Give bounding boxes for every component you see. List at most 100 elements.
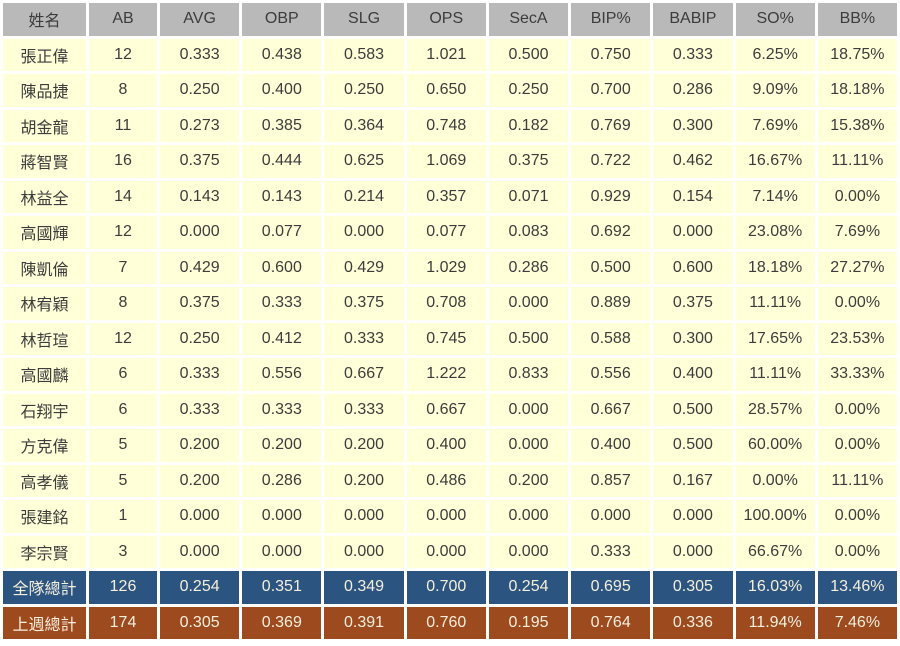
stat-cell: 0.000	[571, 500, 651, 533]
stat-cell: 8	[89, 74, 157, 107]
stat-cell: 28.57%	[735, 393, 815, 426]
row-label: 張正偉	[3, 38, 86, 71]
stat-cell: 1.222	[406, 358, 486, 391]
stat-cell: 0.351	[242, 571, 322, 604]
stat-cell: 0.760	[406, 606, 486, 639]
stat-cell: 0.182	[488, 109, 569, 142]
stat-cell: 0.083	[488, 216, 569, 249]
column-header-bip: BIP%	[571, 3, 651, 36]
stat-cell: 0.000	[488, 287, 569, 320]
stat-cell: 7.69%	[817, 216, 897, 249]
stat-cell: 0.412	[242, 322, 322, 355]
stat-cell: 0.500	[653, 393, 733, 426]
stat-cell: 0.556	[242, 358, 322, 391]
stat-cell: 23.08%	[735, 216, 815, 249]
stat-cell: 0.667	[406, 393, 486, 426]
stat-cell: 6	[89, 358, 157, 391]
stat-cell: 0.438	[242, 38, 322, 71]
player-row: 方克偉 5 0.200 0.200 0.200 0.400 0.000 0.400 0.500 6…	[3, 429, 897, 462]
row-label: 全隊總計	[3, 571, 86, 604]
row-label: 上週總計	[3, 606, 86, 639]
stat-cell: 18.18%	[735, 251, 815, 284]
stat-cell: 9.09%	[735, 74, 815, 107]
stat-cell: 0.254	[488, 571, 569, 604]
stat-cell: 16	[89, 145, 157, 178]
stat-cell: 0.375	[488, 145, 569, 178]
stat-cell: 0.200	[160, 429, 240, 462]
player-row: 高國麟 6 0.333 0.556 0.667 1.222 0.833 0.556 0.400 1…	[3, 358, 897, 391]
stat-cell: 0.400	[242, 74, 322, 107]
player-row: 蔣智賢 16 0.375 0.444 0.625 1.069 0.375 0.722 0.462…	[3, 145, 897, 178]
stat-cell: 0.375	[160, 145, 240, 178]
stat-cell: 1.069	[406, 145, 486, 178]
row-label: 陳品捷	[3, 74, 86, 107]
stat-cell: 11.94%	[735, 606, 815, 639]
stat-cell: 0.929	[571, 180, 651, 213]
row-label: 石翔宇	[3, 393, 86, 426]
stat-cell: 13.46%	[817, 571, 897, 604]
stat-cell: 0.00%	[817, 535, 897, 568]
stat-cell: 3	[89, 535, 157, 568]
stat-cell: 0.429	[324, 251, 404, 284]
player-row: 林哲瑄 12 0.250 0.412 0.333 0.745 0.500 0.588 0.300…	[3, 322, 897, 355]
stat-cell: 11.11%	[817, 464, 897, 497]
stat-cell: 0.357	[406, 180, 486, 213]
player-row: 高孝儀 5 0.200 0.286 0.200 0.486 0.200 0.857 0.167 0…	[3, 464, 897, 497]
stat-cell: 8	[89, 287, 157, 320]
player-row: 張正偉 12 0.333 0.438 0.583 1.021 0.500 0.750 0.333…	[3, 38, 897, 71]
stat-cell: 0.250	[488, 74, 569, 107]
stat-cell: 0.708	[406, 287, 486, 320]
stat-cell: 0.273	[160, 109, 240, 142]
stat-cell: 0.385	[242, 109, 322, 142]
column-header-ops: OPS	[406, 3, 486, 36]
row-label: 張建銘	[3, 500, 86, 533]
stat-cell: 126	[89, 571, 157, 604]
stat-cell: 60.00%	[735, 429, 815, 462]
stat-cell: 0.429	[160, 251, 240, 284]
stat-cell: 0.364	[324, 109, 404, 142]
stat-cell: 0.400	[571, 429, 651, 462]
stat-cell: 0.667	[571, 393, 651, 426]
row-label: 高國輝	[3, 216, 86, 249]
stat-cell: 1	[89, 500, 157, 533]
stat-cell: 0.600	[242, 251, 322, 284]
stat-cell: 0.000	[406, 500, 486, 533]
stat-cell: 100.00%	[735, 500, 815, 533]
stat-cell: 0.333	[324, 393, 404, 426]
stat-cell: 0.200	[242, 429, 322, 462]
stat-cell: 0.000	[160, 535, 240, 568]
stat-cell: 0.195	[488, 606, 569, 639]
stat-cell: 0.286	[242, 464, 322, 497]
row-label: 方克偉	[3, 429, 86, 462]
stat-cell: 0.250	[324, 74, 404, 107]
row-label: 李宗賢	[3, 535, 86, 568]
stat-cell: 6.25%	[735, 38, 815, 71]
stat-cell: 0.333	[324, 322, 404, 355]
stat-cell: 33.33%	[817, 358, 897, 391]
stat-cell: 0.695	[571, 571, 651, 604]
stat-cell: 0.000	[324, 500, 404, 533]
stat-cell: 16.03%	[735, 571, 815, 604]
stat-cell: 0.375	[160, 287, 240, 320]
stat-cell: 0.750	[571, 38, 651, 71]
stat-cell: 0.300	[653, 322, 733, 355]
stat-cell: 16.67%	[735, 145, 815, 178]
stat-cell: 0.000	[406, 535, 486, 568]
header-row: 姓名 AB AVG OBP SLG OPS SecA BIP% BABIP SO…	[3, 3, 897, 36]
player-row: 高國輝 12 0.000 0.077 0.000 0.077 0.083 0.692 0.000…	[3, 216, 897, 249]
stat-cell: 0.369	[242, 606, 322, 639]
stat-cell: 0.745	[406, 322, 486, 355]
stat-cell: 5	[89, 464, 157, 497]
stat-cell: 11.11%	[735, 358, 815, 391]
stat-cell: 0.143	[242, 180, 322, 213]
player-row: 張建銘 1 0.000 0.000 0.000 0.000 0.000 0.000 0.000 1…	[3, 500, 897, 533]
stat-cell: 12	[89, 216, 157, 249]
stat-cell: 0.200	[160, 464, 240, 497]
stat-cell: 0.200	[324, 464, 404, 497]
stat-cell: 174	[89, 606, 157, 639]
player-row: 石翔宇 6 0.333 0.333 0.333 0.667 0.000 0.667 0.500 2…	[3, 393, 897, 426]
stat-cell: 0.286	[488, 251, 569, 284]
stat-cell: 0.333	[242, 287, 322, 320]
